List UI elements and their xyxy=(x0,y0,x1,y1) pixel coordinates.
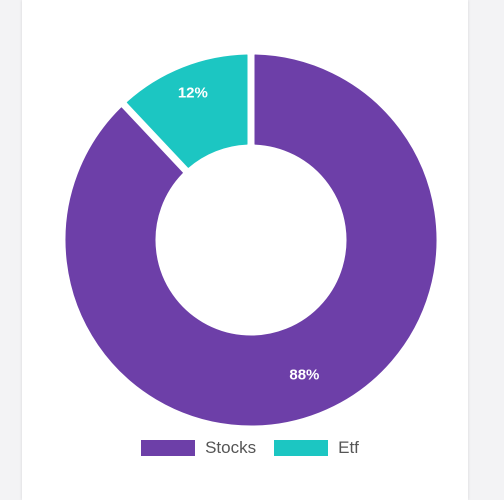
legend-swatch-stocks xyxy=(141,440,196,456)
slice-label-stocks: 88% xyxy=(289,366,319,383)
legend-item-etf[interactable]: Etf xyxy=(274,438,363,458)
donut-slices xyxy=(65,54,437,426)
legend-swatch-etf xyxy=(274,440,329,456)
donut-chart: 88% 12% xyxy=(65,54,437,426)
donut-slice-labels: 88% 12% xyxy=(178,85,320,384)
donut-slice-stocks[interactable] xyxy=(65,54,437,426)
chart-legend: Stocks Etf xyxy=(0,438,504,458)
legend-label-etf: Etf xyxy=(338,438,359,457)
legend-label-stocks: Stocks xyxy=(205,438,257,457)
donut-slice-etf[interactable] xyxy=(126,54,248,168)
legend-item-stocks[interactable]: Stocks xyxy=(141,438,260,458)
slice-label-etf: 12% xyxy=(178,85,208,102)
